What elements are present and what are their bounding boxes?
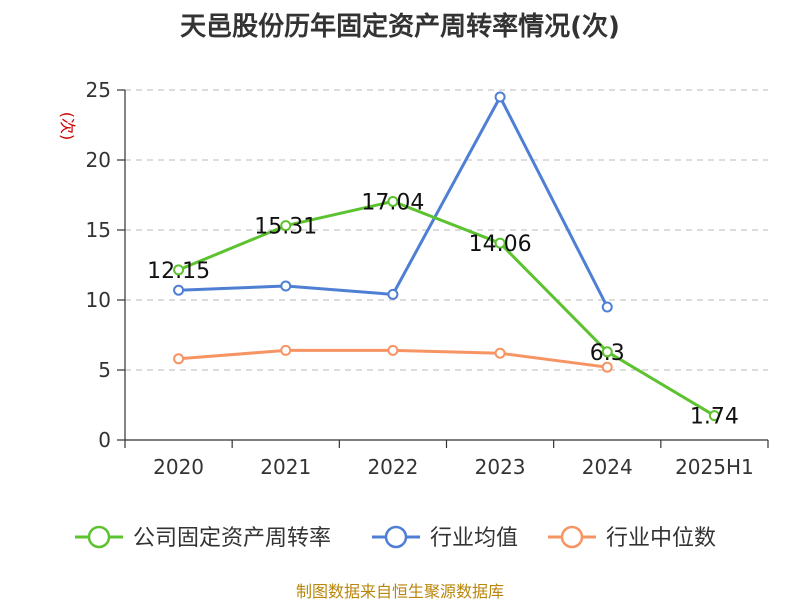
- data-point: [280, 220, 292, 232]
- data-point: [601, 346, 613, 358]
- series-lines: [173, 91, 720, 422]
- x-tick-label: 2020: [153, 455, 204, 479]
- series-line-0: [178, 199, 716, 417]
- x-tick-label: 2024: [582, 455, 633, 479]
- y-tick-label: 25: [86, 78, 111, 102]
- y-tick-label: 0: [98, 428, 111, 452]
- data-point: [494, 237, 506, 249]
- legend-marker: [87, 525, 111, 549]
- data-point: [387, 288, 399, 300]
- data-point: [601, 301, 613, 313]
- legend-marker: [384, 525, 408, 549]
- data-point: [387, 195, 399, 207]
- legend-label: 行业均值: [430, 526, 518, 551]
- x-tick-label: 2025H1: [675, 455, 754, 479]
- data-label: 1.74: [690, 405, 739, 430]
- data-point: [280, 280, 292, 292]
- legend: 公司固定资产周转率 行业均值 行业中位数: [75, 525, 716, 551]
- data-point: [280, 344, 292, 356]
- y-tick-label: 15: [86, 218, 111, 242]
- y-tick-label: 20: [86, 148, 111, 172]
- legend-label: 行业中位数: [606, 526, 716, 551]
- x-tick-label: 2021: [260, 455, 311, 479]
- chart-title: 天邑股份历年固定资产周转率情况(次): [180, 12, 620, 42]
- data-point: [173, 353, 185, 365]
- x-tick-label: 2022: [367, 455, 418, 479]
- y-tick-label: 5: [98, 358, 111, 382]
- y-axis-label: (次): [58, 112, 77, 141]
- data-label: 17.04: [361, 190, 424, 215]
- data-labels: 12.15 15.31 17.04 14.06 6.3 1.74: [147, 190, 739, 429]
- data-point: [173, 284, 185, 296]
- x-tick-label: 2023: [475, 455, 526, 479]
- legend-label: 公司固定资产周转率: [133, 526, 331, 551]
- data-point: [387, 344, 399, 356]
- data-point: [494, 91, 506, 103]
- data-point: [601, 361, 613, 373]
- data-label: 15.31: [254, 215, 317, 240]
- axes: 0 5 10 15 20 25 (次) 2020 2021 2022 2023 2024 2025H1: [58, 78, 769, 479]
- grid-lines: [125, 89, 768, 371]
- legend-marker: [560, 525, 584, 549]
- data-point: [708, 410, 720, 422]
- data-label: 12.15: [147, 259, 210, 284]
- data-label: 14.06: [469, 232, 532, 257]
- y-tick-label: 10: [86, 288, 111, 312]
- data-source-note: 制图数据来自恒生聚源数据库: [295, 582, 504, 601]
- data-point: [173, 264, 185, 276]
- data-label: 6.3: [590, 341, 625, 366]
- data-point: [494, 347, 506, 359]
